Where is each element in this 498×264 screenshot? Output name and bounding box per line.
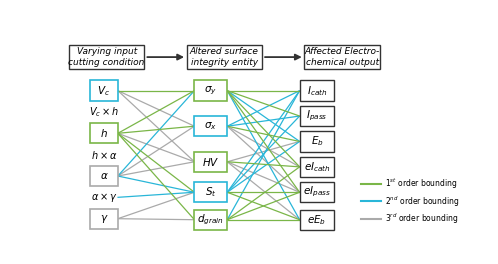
- Bar: [194, 116, 227, 136]
- Bar: [300, 81, 334, 101]
- Text: $eI_{cath}$: $eI_{cath}$: [304, 160, 330, 174]
- Text: Varying input
cutting condition: Varying input cutting condition: [68, 48, 145, 67]
- Bar: [304, 45, 379, 69]
- Bar: [300, 182, 334, 202]
- Bar: [194, 152, 227, 172]
- Text: 1$^{st}$ order bounding: 1$^{st}$ order bounding: [385, 177, 458, 191]
- Text: $d_{grain}$: $d_{grain}$: [198, 213, 224, 227]
- Bar: [90, 123, 118, 144]
- Text: $\alpha\times\gamma$: $\alpha\times\gamma$: [91, 191, 117, 204]
- Text: Affected Electro-
chemical output: Affected Electro- chemical output: [304, 48, 379, 67]
- Text: $V_c$: $V_c$: [98, 84, 111, 97]
- Bar: [69, 45, 144, 69]
- Text: $h$: $h$: [100, 127, 108, 139]
- Text: $eI_{pass}$: $eI_{pass}$: [303, 185, 331, 200]
- Text: $\alpha$: $\alpha$: [100, 171, 108, 181]
- Text: $E_b$: $E_b$: [311, 135, 323, 148]
- Bar: [194, 210, 227, 230]
- Bar: [300, 106, 334, 126]
- Bar: [90, 209, 118, 229]
- Text: $I_{cath}$: $I_{cath}$: [307, 84, 327, 97]
- Bar: [300, 131, 334, 152]
- Bar: [187, 45, 262, 69]
- Bar: [300, 157, 334, 177]
- Text: $eE_b$: $eE_b$: [307, 213, 327, 227]
- Text: $\sigma_y$: $\sigma_y$: [204, 84, 217, 97]
- Bar: [194, 81, 227, 101]
- Bar: [90, 81, 118, 101]
- Bar: [300, 210, 334, 230]
- Text: $HV$: $HV$: [202, 156, 220, 168]
- Text: $\gamma$: $\gamma$: [100, 213, 108, 225]
- Text: $I_{pass}$: $I_{pass}$: [306, 109, 328, 123]
- Bar: [194, 182, 227, 202]
- Bar: [90, 166, 118, 186]
- Text: $S_t$: $S_t$: [205, 185, 217, 199]
- Text: $\sigma_x$: $\sigma_x$: [204, 120, 217, 132]
- Text: $V_c\times h$: $V_c\times h$: [89, 105, 119, 119]
- Text: Altered surface
integrity entity: Altered surface integrity entity: [190, 48, 259, 67]
- Text: 3$^{rd}$ order bounding: 3$^{rd}$ order bounding: [385, 211, 459, 226]
- Text: $h\times\alpha$: $h\times\alpha$: [91, 149, 117, 161]
- Text: 2$^{nd}$ order bounding: 2$^{nd}$ order bounding: [385, 194, 460, 209]
